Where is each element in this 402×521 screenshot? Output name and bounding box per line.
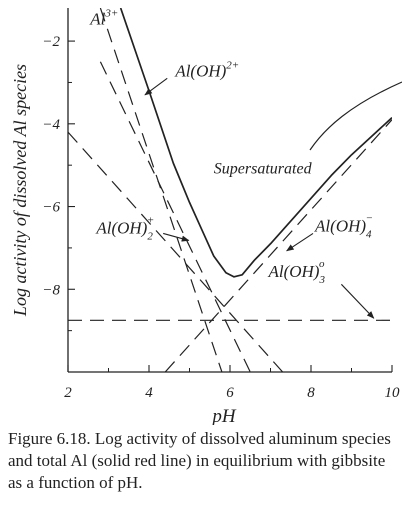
series-line-1 [99,61,251,372]
y-tick-label: −8 [42,282,60,298]
annotation-label-3: Al(OH)4− [314,212,373,240]
x-tick-label: 2 [64,385,72,401]
y-tick-label: −6 [42,200,60,216]
figure-caption: Figure 6.18. Log activity of dissolved a… [8,428,400,494]
chart: 2 4 6 8 10 −2 −4 −6 −8 pH Log activity of dissolve… [10,8,402,425]
annotation-label-4: Al(OH)3o [267,258,325,286]
x-tick-label: 6 [226,385,234,401]
y-tick-label: −4 [42,117,60,133]
annotation-label-5: Supersaturated [214,160,313,177]
x-axis-title: pH [210,406,237,425]
y-tick-label: −2 [42,34,60,50]
annotation-label-2: Al(OH)2+ [95,214,154,242]
y-axis-title: Log activity of dissolved Al species [10,64,30,317]
series-line-0 [99,8,223,372]
annotation-label-1: Al(OH)2+ [174,59,239,80]
series-line-2 [68,131,284,372]
caption-text: Figure 6.18. Log activity of dissolved a… [8,429,391,492]
annotation-label-0: Al3+ [89,8,118,29]
annotation-arrow-2 [286,232,314,252]
x-tick-label: 8 [307,385,315,401]
pen-mark-stroke [309,81,402,151]
annotation-arrow-0 [144,77,168,96]
annotation-arrow-3 [340,283,375,319]
x-tick-label: 4 [145,385,153,401]
series-line-5 [119,8,392,278]
annotation-arrow-1 [163,232,190,242]
x-tick-label: 10 [385,385,401,401]
series-line-3 [164,119,392,372]
